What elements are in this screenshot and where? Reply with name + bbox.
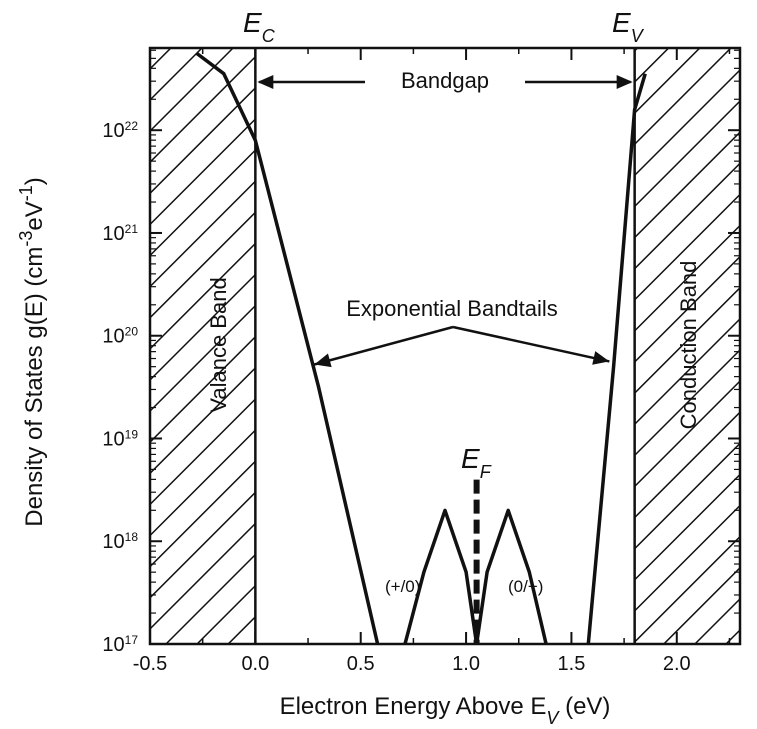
y-tick-label: 1019	[102, 427, 138, 450]
x-tick-label: 0.5	[347, 653, 375, 675]
series-line-1	[586, 73, 647, 644]
y-tick-label: 1017	[102, 633, 138, 656]
series-layer	[195, 51, 647, 644]
bandgap-arrowhead-left	[257, 75, 274, 89]
y-tick-label: 1022	[102, 119, 138, 142]
fermi-level-label: EF	[461, 443, 492, 482]
region-conduction	[634, 48, 740, 644]
x-tick-label: 0.0	[241, 653, 269, 675]
region-valence	[150, 48, 256, 644]
band-edge-lines	[254, 48, 636, 644]
bandtail-arrowhead-right	[592, 351, 610, 365]
series-line-2	[403, 508, 479, 644]
bandtail-arrowhead-left	[314, 353, 332, 368]
bandgap-label: Bandgap	[401, 68, 489, 93]
annotations	[257, 75, 633, 368]
bandtails-label: Exponential Bandtails	[346, 296, 558, 321]
y-tick-label: 1021	[102, 222, 138, 245]
axis-ticks: -0.5 0.0 0.5 1.0 1.5 2.0 1017 1018 1019 1020 1021 1…	[102, 48, 740, 675]
bandgap-arrowhead-right	[616, 75, 633, 89]
series-line-0	[195, 51, 380, 644]
donor-label: (+/0)	[385, 577, 420, 596]
x-tick-label: 1.5	[558, 653, 586, 675]
y-tick-label: 1018	[102, 530, 138, 553]
acceptor-label: (0/−)	[508, 577, 543, 596]
y-axis-title: Density of States g(E) (cm-3eV-1)	[16, 177, 48, 526]
hatched-regions	[150, 48, 740, 644]
x-tick-label: -0.5	[133, 653, 167, 675]
bandtail-arrow-right	[452, 325, 610, 363]
x-tick-label: 1.0	[452, 653, 480, 675]
x-axis-title: Electron Energy Above EV (eV)	[280, 693, 611, 728]
bandtail-arrow-left	[314, 325, 454, 366]
series-line-3	[474, 508, 548, 644]
x-tick-label: 2.0	[663, 653, 691, 675]
valence-edge-label: EC	[243, 7, 276, 46]
conduction-edge-label: EV	[612, 7, 645, 46]
conduction-band-label: Conduction Band	[676, 261, 701, 430]
y-tick-label: 1020	[102, 325, 138, 348]
valence-band-label: Valance Band	[206, 277, 231, 412]
